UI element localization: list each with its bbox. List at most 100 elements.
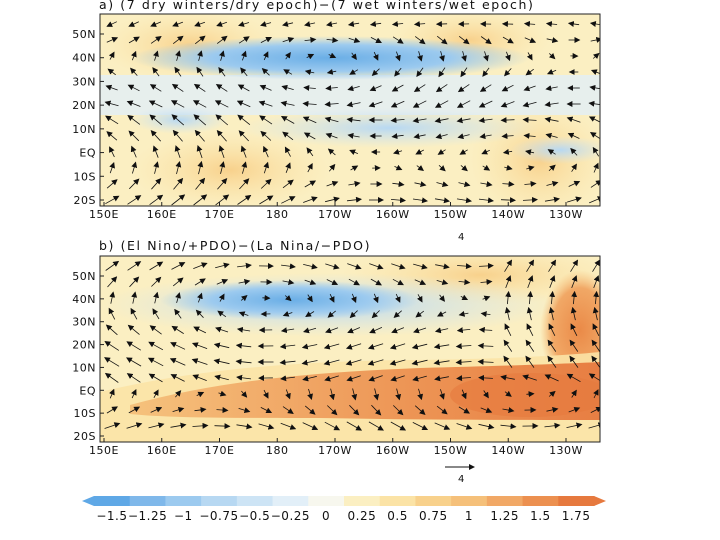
- wind-vector: [130, 145, 137, 158]
- lon-tick-label: 180: [266, 208, 289, 221]
- wind-vector: [503, 355, 513, 368]
- wind-vector: [504, 323, 512, 336]
- wind-vector: [436, 181, 449, 188]
- wind-vector: [415, 149, 424, 155]
- wind-vector: [547, 149, 556, 155]
- wind-vector: [504, 68, 512, 77]
- wind-vector: [126, 357, 142, 367]
- colorbar-swatch: [379, 496, 416, 506]
- wind-vector: [240, 67, 248, 77]
- wind-vector: [547, 355, 557, 368]
- lon-tick-label: 160E: [147, 444, 177, 457]
- wind-vector: [193, 114, 207, 126]
- wind-vector: [304, 405, 316, 415]
- wind-vector: [457, 263, 472, 270]
- wind-vector: [502, 148, 513, 155]
- wind-vector: [127, 84, 140, 92]
- lon-tick-label: 170W: [318, 444, 352, 457]
- wind-vector: [127, 115, 141, 125]
- lat-tick-label: 30N: [72, 316, 96, 329]
- lon-tick-label: 170E: [205, 444, 235, 457]
- wind-vector: [193, 194, 208, 206]
- wind-vector: [390, 375, 405, 382]
- wind-vector: [414, 36, 426, 45]
- wind-vector: [238, 278, 251, 285]
- panel-b-lat-ticks: 50N 40N 30N 20N 10N EQ 10S 20S: [72, 270, 104, 443]
- wind-vector: [412, 375, 427, 382]
- wind-vector: [548, 390, 556, 398]
- wind-vector: [128, 406, 141, 414]
- wind-vector: [105, 260, 120, 271]
- wind-vector: [149, 84, 162, 92]
- wind-vector: [327, 310, 336, 318]
- wind-vector: [483, 51, 489, 62]
- wind-vector: [369, 327, 383, 334]
- colorbar-low-arrow: [82, 496, 94, 506]
- wind-vector: [458, 181, 471, 188]
- wind-vector: [304, 180, 317, 188]
- lat-tick-label: 10S: [74, 170, 96, 183]
- wind-vector: [169, 358, 186, 366]
- wind-vector: [171, 83, 184, 92]
- lat-tick-label: 10N: [72, 361, 96, 374]
- wind-vector: [570, 147, 578, 156]
- wind-vector: [326, 37, 339, 44]
- wind-vector: [280, 327, 295, 334]
- wind-vector: [589, 21, 600, 27]
- wind-vector: [215, 326, 229, 333]
- wind-vector: [548, 259, 557, 272]
- wind-vector: [368, 421, 384, 431]
- wind-vector: [571, 275, 578, 289]
- wind-vector: [262, 51, 269, 61]
- wind-vector: [501, 133, 514, 140]
- wind-vector: [569, 355, 579, 368]
- wind-vector: [526, 323, 534, 336]
- wind-vector: [241, 50, 247, 61]
- wind-vector: [546, 69, 557, 75]
- wind-vector: [325, 263, 340, 270]
- wind-vector: [593, 162, 599, 173]
- wind-vector: [303, 84, 316, 91]
- panel-a-frame: [99, 13, 601, 207]
- wind-vector: [458, 279, 471, 286]
- wind-vector: [525, 68, 534, 76]
- wind-vector: [456, 375, 471, 382]
- wind-vector: [281, 196, 296, 204]
- wind-vector: [526, 259, 535, 272]
- wind-vector: [347, 21, 360, 27]
- colorbar: −1.5 −1.25 −1 −0.75 −0.5 −0.25 0 0.25 0.5 0.75 1 1.…: [82, 496, 606, 523]
- wind-vector: [260, 21, 272, 27]
- wind-vector: [526, 165, 535, 172]
- wind-vector: [590, 180, 600, 188]
- panel-a-wind-vectors: [104, 20, 600, 206]
- wind-vector: [191, 358, 208, 365]
- wind-vector: [570, 323, 578, 336]
- wind-vector: [479, 84, 492, 92]
- wind-vector: [218, 66, 226, 77]
- wind-vector: [345, 343, 362, 350]
- wind-vector: [480, 407, 493, 414]
- wind-vector: [368, 101, 383, 108]
- wind-vector: [259, 115, 273, 125]
- wind-vector: [284, 146, 291, 157]
- wind-vector: [434, 375, 449, 382]
- wind-vector: [523, 21, 536, 27]
- wind-vector: [259, 84, 272, 91]
- wind-vector: [346, 116, 361, 123]
- wind-vector: [370, 37, 382, 44]
- panel-b-wind-vectors: [104, 259, 600, 431]
- wind-vector: [281, 84, 294, 91]
- wind-vector: [500, 101, 515, 108]
- wind-vector: [389, 343, 406, 350]
- lat-tick-label: 20N: [72, 339, 96, 352]
- wind-vector: [592, 323, 600, 336]
- wind-vector: [346, 375, 361, 382]
- wind-vector: [438, 294, 446, 302]
- wind-vector: [524, 37, 537, 44]
- wind-vector: [175, 161, 182, 175]
- lon-tick-label: 160W: [376, 208, 410, 221]
- wind-vector: [131, 161, 138, 174]
- wind-vector: [324, 421, 341, 431]
- wind-vector: [480, 311, 491, 318]
- wind-vector: [259, 195, 274, 205]
